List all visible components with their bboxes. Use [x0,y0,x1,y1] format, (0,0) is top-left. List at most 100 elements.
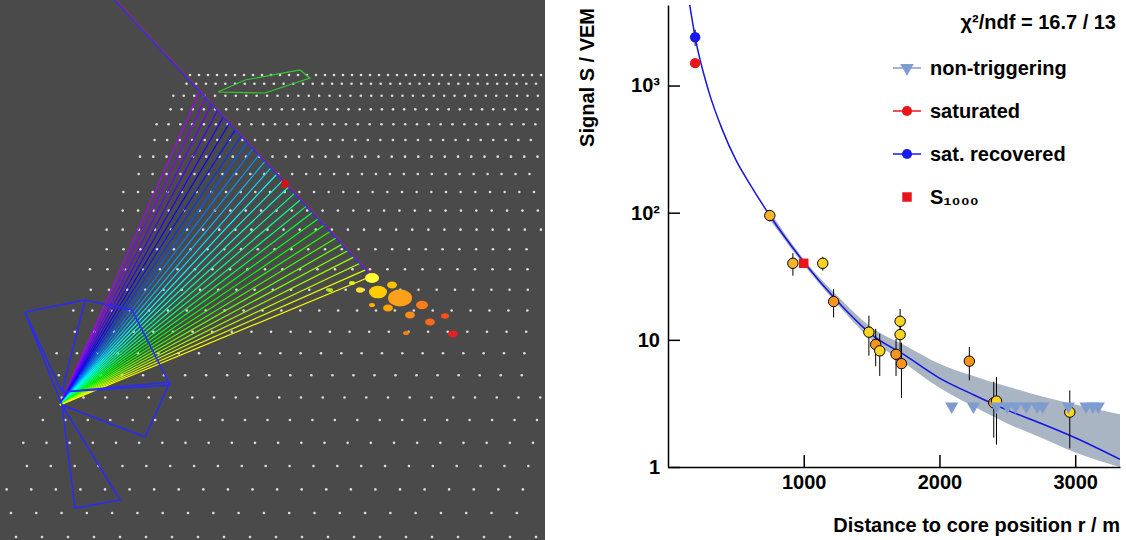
detector-station [526,288,529,291]
legend-symbol [902,192,911,201]
detector-station [151,173,154,176]
detector-station [522,488,525,491]
detector-station [379,82,382,85]
detector-station [469,309,472,312]
detector-station [370,82,373,85]
camera-ray [60,263,360,405]
detector-station [450,309,453,312]
detector-station [119,536,122,539]
detector-station [525,330,528,333]
detector-station [298,155,301,158]
detector-station [441,74,444,77]
detector-station [379,228,382,231]
detector-station [474,191,477,194]
detector-station [341,82,344,85]
detector-station [249,173,252,176]
shower-axis-sd [116,0,373,276]
detector-station [523,155,526,158]
detector-station [238,123,241,126]
detector-station [291,139,294,142]
detector-station [481,108,484,111]
data-point [765,210,775,220]
detector-station [173,248,176,251]
detector-station [374,488,377,491]
detector-station [254,139,257,142]
tick: 10² [631,202,680,224]
detector-station [139,155,142,158]
detector-station [444,173,447,176]
data-point [1092,403,1105,414]
tick-mark [803,455,805,467]
detector-station [395,228,398,231]
detector-station [386,191,389,194]
detector-station [348,330,351,333]
detector-station [356,309,359,312]
detector-station [297,123,300,126]
detector-station [457,374,460,377]
detector-station [401,419,404,422]
detector-station [137,209,140,212]
detector-station [299,309,302,312]
triggered-station [441,313,449,319]
detector-station [416,442,419,445]
detector-station [247,374,250,377]
detector-station [409,82,412,85]
detector-station [465,512,468,515]
legend-label: S₁₀₀₀ [930,186,979,208]
detector-station [430,155,433,158]
telescope-frame [62,405,120,508]
detector-station [486,173,489,176]
detector-station [357,123,360,126]
detector-station [205,82,208,85]
tick-label: 3000 [1053,471,1098,493]
detector-station [281,108,284,111]
detector-station [121,228,124,231]
plot-marks [690,5,1120,467]
detector-station [403,173,406,176]
detector-station [522,74,525,77]
detector-station [22,442,25,445]
tick-label: 10² [631,202,660,224]
detector-station [416,123,419,126]
detector-station [224,94,227,97]
detector-station [321,396,324,399]
laser-facility [218,70,310,93]
detector-station [388,330,391,333]
detector-station [513,74,516,77]
detector-station [457,536,460,539]
detector-station [351,74,354,77]
detector-station [517,396,520,399]
detector-station [152,155,155,158]
detector-station [417,139,420,142]
detector-station [314,108,317,111]
detector-station [523,352,526,355]
detector-station [398,209,401,212]
detector-station [508,248,511,251]
detector-station [487,123,490,126]
detector-station [108,288,111,291]
detector-station [392,139,395,142]
detector-station [499,374,502,377]
telescope-frame [62,300,170,392]
detector-station [530,139,533,142]
detector-station [370,108,373,111]
detector-station [198,352,201,355]
data-point [895,316,905,326]
detector-station [89,268,92,271]
detector-station [394,309,397,312]
data-point [1036,403,1049,414]
error-bar [1069,390,1070,448]
detector-station [421,268,424,271]
legend: χ²/ndf = 16.7 / 13non-triggeringsaturate… [893,11,1116,208]
detector-station [226,374,229,377]
detector-station [341,139,344,142]
axis-line [668,6,670,468]
detector-station [105,228,108,231]
detector-station [536,419,539,422]
data-point [896,358,906,368]
detector-station [178,155,181,158]
legend-symbol [902,149,912,159]
detector-station [212,512,215,515]
tick-label: 10³ [631,74,660,96]
detector-station [172,94,175,97]
